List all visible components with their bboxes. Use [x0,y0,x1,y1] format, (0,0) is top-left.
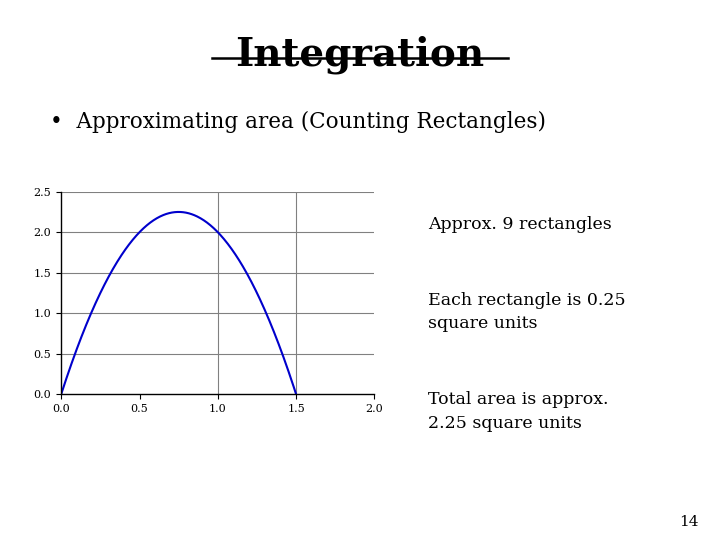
Text: •  Approximating area (Counting Rectangles): • Approximating area (Counting Rectangle… [50,111,546,133]
Text: 14: 14 [679,515,698,529]
Text: Each rectangle is 0.25
square units: Each rectangle is 0.25 square units [428,292,626,332]
Text: Ex.: Ex. [65,197,105,221]
Text: Total area is approx.
2.25 square units: Total area is approx. 2.25 square units [428,392,609,432]
Text: Approx. 9 rectangles: Approx. 9 rectangles [428,216,612,233]
Text: Integration: Integration [235,35,485,73]
